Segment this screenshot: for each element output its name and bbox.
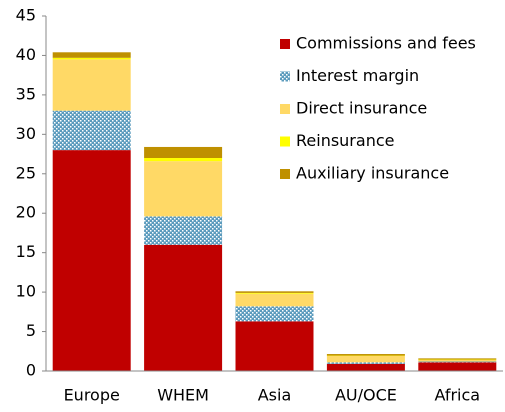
bar-segment — [235, 306, 314, 322]
bar-segment — [326, 354, 405, 356]
legend-swatch — [280, 169, 290, 179]
bar-segment — [418, 361, 497, 363]
bar-segment — [52, 110, 131, 151]
y-tick-label: 10 — [16, 282, 36, 301]
bar-segment — [418, 362, 497, 371]
bar-segment — [418, 358, 497, 360]
legend-swatch — [280, 136, 290, 147]
legend-swatch — [280, 104, 290, 114]
bar-segment — [52, 57, 131, 60]
y-tick-label: 30 — [16, 124, 36, 143]
legend-label: Commissions and fees — [296, 34, 476, 53]
bar-segment — [235, 293, 314, 307]
y-tick-label: 45 — [16, 6, 36, 25]
bar-segment — [326, 356, 405, 363]
y-tick-label: 20 — [16, 203, 36, 222]
x-tick-label: Africa — [434, 386, 480, 405]
legend-swatch — [280, 71, 290, 82]
bar-segment — [144, 216, 223, 245]
bar-segment — [52, 150, 131, 371]
y-tick-label: 0 — [26, 361, 36, 380]
x-tick-label: Europe — [64, 386, 120, 405]
legend-label: Reinsurance — [296, 131, 394, 150]
legend-label: Interest margin — [296, 66, 419, 85]
bar-segment — [235, 291, 314, 293]
legend-label: Auxiliary insurance — [296, 164, 449, 183]
bar-segment — [235, 321, 314, 371]
y-tick-label: 5 — [26, 321, 36, 340]
bar-segment — [144, 161, 223, 217]
x-tick-label: WHEM — [157, 386, 209, 405]
legend-swatch — [280, 39, 290, 49]
bar-segment — [418, 359, 497, 362]
bar-segment — [235, 292, 314, 294]
legend-label: Direct insurance — [296, 99, 427, 118]
x-tick-label: AU/OCE — [335, 386, 397, 405]
bar-segment — [326, 362, 405, 364]
bar-segment — [52, 52, 131, 58]
y-tick-label: 35 — [16, 84, 36, 103]
bar-segment — [144, 158, 223, 162]
y-tick-label: 15 — [16, 242, 36, 261]
x-tick-label: Asia — [258, 386, 292, 405]
y-tick-label: 25 — [16, 163, 36, 182]
y-tick-label: 40 — [16, 45, 36, 64]
bar-segment — [144, 146, 223, 158]
bar-segment — [52, 59, 131, 111]
bar-segment — [144, 244, 223, 371]
bar-segment — [326, 363, 405, 371]
